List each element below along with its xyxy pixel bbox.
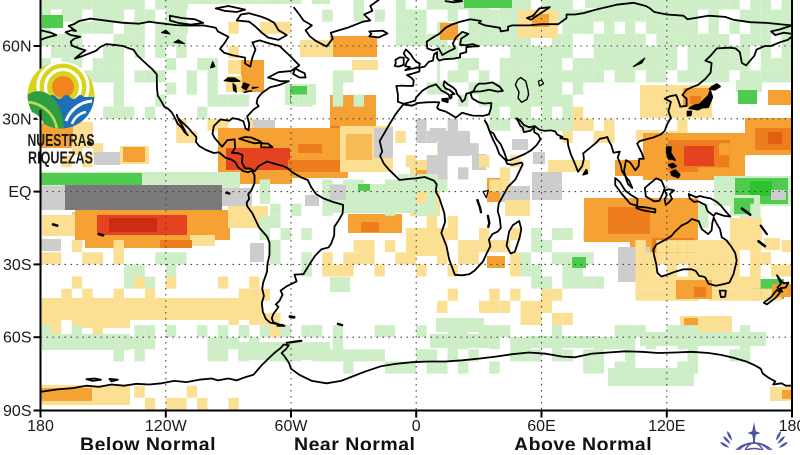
svg-text:60N: 60N (2, 39, 31, 56)
svg-text:90S: 90S (3, 403, 31, 420)
svg-text:60W: 60W (275, 418, 309, 435)
svg-text:Near Normal: Near Normal (294, 434, 415, 450)
svg-text:30S: 30S (3, 257, 31, 274)
svg-text:60S: 60S (3, 330, 31, 347)
svg-text:Below Normal: Below Normal (80, 434, 216, 450)
svg-text:Above Normal: Above Normal (514, 434, 652, 450)
svg-text:EQ: EQ (8, 184, 31, 201)
svg-text:120W: 120W (145, 418, 188, 435)
svg-text:180: 180 (779, 418, 800, 435)
svg-text:60E: 60E (527, 418, 555, 435)
svg-text:30N: 30N (2, 111, 31, 128)
svg-text:120E: 120E (648, 418, 685, 435)
svg-text:0: 0 (412, 418, 421, 435)
svg-text:NUESTRAS: NUESTRAS (28, 130, 95, 150)
svg-text:RIQUEZAS: RIQUEZAS (28, 148, 93, 168)
svg-text:180: 180 (27, 418, 54, 435)
